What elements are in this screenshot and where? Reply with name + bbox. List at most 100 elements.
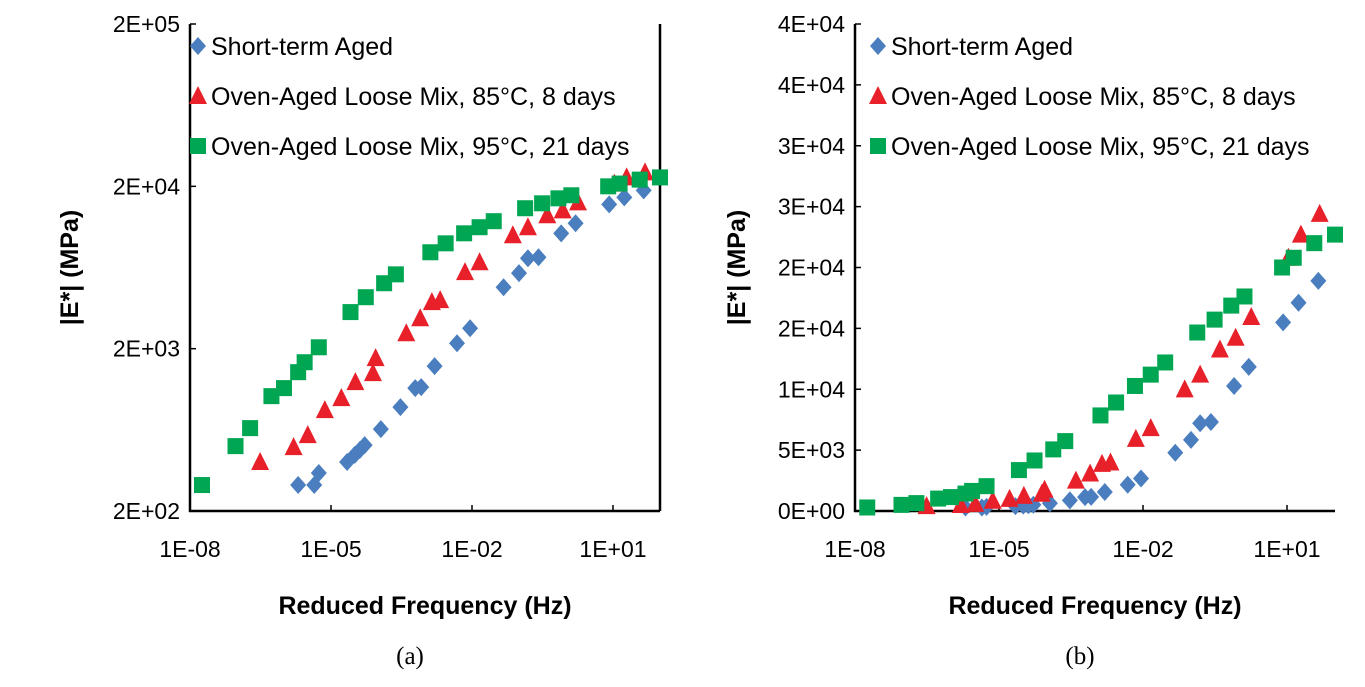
- legend: Short-term Aged Oven-Aged Loose Mix, 85°C…: [869, 33, 1310, 161]
- x-tick-label: 1E-05: [968, 536, 1029, 562]
- x-tick-label: 1E-02: [1112, 536, 1173, 562]
- data-point-triangle: [1291, 224, 1310, 243]
- data-point-square: [1108, 394, 1125, 411]
- data-point-square: [631, 171, 648, 188]
- data-point-square: [1142, 366, 1159, 383]
- legend-marker-square: [870, 138, 886, 154]
- y-tick-label: 2E+05: [113, 11, 180, 37]
- data-point-square: [534, 195, 551, 212]
- data-point-triangle: [470, 252, 489, 271]
- data-point-triangle: [951, 494, 970, 513]
- legend: Short-term Aged Oven-Aged Loose Mix, 85°C…: [189, 33, 630, 161]
- data-point-triangle: [1081, 463, 1100, 482]
- data-point-square: [227, 438, 244, 455]
- data-point-triangle: [431, 290, 450, 309]
- legend-label: Oven-Aged Loose Mix, 95°C, 21 days: [891, 133, 1310, 161]
- y-tick-label: 4E+04: [778, 72, 845, 98]
- data-point-square: [1157, 354, 1174, 371]
- data-point-diamond: [511, 264, 527, 283]
- data-point-triangle: [538, 205, 557, 224]
- legend-marker-diamond: [190, 37, 206, 55]
- data-point-triangle: [1141, 418, 1160, 437]
- legend-marker-diamond: [870, 37, 886, 55]
- data-point-diamond: [1133, 469, 1150, 488]
- x-tick-label: 1E+01: [1253, 536, 1320, 562]
- series-diamond: [957, 271, 1327, 517]
- y-tick-label: 2E+04: [113, 173, 180, 199]
- data-point-triangle: [1126, 428, 1145, 447]
- y-tick-label: 5E+03: [778, 437, 845, 463]
- data-point-square: [964, 482, 981, 499]
- series-triangle: [251, 162, 655, 470]
- data-point-diamond: [449, 334, 466, 353]
- x-tick-label: 1E-02: [441, 536, 502, 562]
- chart-panel-b: 0E+00 5E+03 1E+04 2E+04 2E+04 3E+04 3E+04 4E+04…: [723, 11, 1343, 670]
- data-point-square: [943, 489, 959, 506]
- y-tick-label: 2E+04: [778, 255, 845, 281]
- y-tick-label: 2E+03: [113, 336, 180, 362]
- data-point-square: [893, 496, 910, 513]
- data-point-diamond: [290, 476, 307, 495]
- y-tick-label: 2E+02: [113, 498, 180, 524]
- data-point-triangle: [1210, 339, 1229, 358]
- x-tick-label: 1E+01: [579, 536, 646, 562]
- data-point-square: [357, 289, 374, 306]
- data-point-triangle: [1014, 485, 1033, 504]
- legend-label: Oven-Aged Loose Mix, 85°C, 8 days: [211, 83, 616, 111]
- data-point-diamond: [519, 249, 536, 268]
- x-tick-label: 1E-08: [824, 536, 885, 562]
- y-tick-label: 3E+04: [778, 194, 845, 220]
- data-point-square: [1285, 249, 1302, 266]
- data-point-square: [1206, 311, 1223, 328]
- legend-label: Oven-Aged Loose Mix, 85°C, 8 days: [891, 83, 1296, 111]
- data-point-triangle: [298, 425, 317, 444]
- y-tick-label: 1E+04: [778, 376, 845, 402]
- x-axis-title: Reduced Frequency (Hz): [278, 592, 571, 620]
- data-point-square: [471, 219, 488, 236]
- data-point-triangle: [332, 388, 351, 407]
- data-point-square: [296, 354, 313, 371]
- y-tick-label: 0E+00: [778, 498, 845, 524]
- data-point-square: [1306, 235, 1323, 252]
- legend-label: Short-term Aged: [891, 33, 1073, 61]
- data-point-diamond: [553, 224, 570, 243]
- chart-panel-a: 2E+02 2E+03 2E+04 2E+05 1E-08 1E-05 1E-02 1E+01…: [56, 11, 668, 670]
- data-point-triangle: [456, 262, 475, 281]
- y-tick-label: 3E+04: [778, 133, 845, 159]
- data-point-diamond: [310, 463, 327, 482]
- data-point-square: [422, 244, 439, 261]
- data-point-diamond: [1202, 413, 1219, 432]
- data-point-square: [387, 266, 404, 283]
- data-point-diamond: [1275, 313, 1292, 332]
- data-point-square: [1092, 407, 1109, 424]
- data-point-diamond: [1290, 293, 1307, 312]
- x-axis-title: Reduced Frequency (Hz): [948, 592, 1241, 620]
- y-tick-label: 2E+04: [778, 315, 845, 341]
- panel-label: (b): [1065, 643, 1094, 670]
- data-point-square: [930, 490, 947, 507]
- data-point-square: [263, 388, 280, 405]
- data-point-triangle: [503, 225, 522, 244]
- data-point-triangle: [553, 200, 572, 219]
- data-point-triangle: [315, 400, 334, 419]
- data-point-triangle: [251, 451, 270, 470]
- data-point-square: [908, 495, 925, 512]
- data-point-triangle: [1310, 203, 1329, 222]
- data-point-triangle: [366, 348, 385, 367]
- legend-marker-triangle: [189, 86, 207, 104]
- data-point-diamond: [413, 378, 430, 397]
- data-point-triangle: [1000, 488, 1019, 507]
- data-point-diamond: [462, 319, 479, 338]
- data-point-triangle: [1191, 364, 1210, 383]
- data-point-square: [1126, 377, 1143, 394]
- data-point-square: [342, 304, 359, 321]
- data-point-triangle: [1242, 307, 1261, 326]
- x-tick-label: 1E-08: [159, 536, 220, 562]
- data-point-square: [1057, 433, 1074, 450]
- data-point-diamond: [1192, 414, 1209, 433]
- data-point-triangle: [411, 308, 430, 327]
- series-square: [859, 226, 1343, 516]
- data-point-triangle: [397, 323, 416, 342]
- data-point-square: [1327, 226, 1343, 243]
